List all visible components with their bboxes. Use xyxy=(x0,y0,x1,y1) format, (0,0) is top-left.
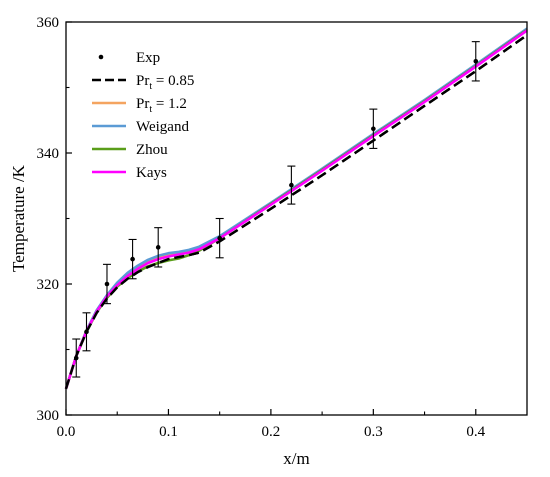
exp-point xyxy=(104,281,110,287)
series-layer xyxy=(64,27,528,390)
experiment-layer xyxy=(72,41,480,378)
exp-point xyxy=(155,245,161,250)
y-axis-title: Temperature /K xyxy=(9,164,28,272)
exp-point xyxy=(84,329,89,335)
legend-label-exp: Exp xyxy=(136,50,160,66)
exp-point xyxy=(217,235,222,241)
y-tick-label: 320 xyxy=(37,277,60,293)
legend-exp-marker xyxy=(98,54,104,60)
legend-label-0: Prt = 0.85 xyxy=(136,73,194,92)
x-tick-label: 0.3 xyxy=(364,424,383,440)
y-tick-label: 300 xyxy=(37,408,60,424)
legend-label-1: Prt = 1.2 xyxy=(136,96,187,115)
x-tick-label: 0.4 xyxy=(466,424,485,440)
x-tick-label: 0.2 xyxy=(262,424,281,440)
x-tick-label: 0.1 xyxy=(159,424,178,440)
y-tick-label: 340 xyxy=(37,146,60,162)
legend-label-4: Kays xyxy=(136,165,167,181)
x-tick-label: 0.0 xyxy=(57,424,76,440)
legend: Exp Prt = 0.85 Prt = 1.2 Weigand Zhou Kays xyxy=(92,50,194,181)
series-line-dashed-overlay xyxy=(64,34,528,390)
series-line-4 xyxy=(64,29,528,390)
ticks-layer: 0.0 0.1 0.2 0.3 0.4 300 320 340 360 xyxy=(37,15,486,440)
legend-label-3: Zhou xyxy=(136,142,168,158)
exp-point xyxy=(371,126,376,132)
legend-label-2: Weigand xyxy=(136,119,189,135)
exp-point xyxy=(289,182,294,188)
exp-point xyxy=(130,256,135,262)
exp-point xyxy=(473,59,479,64)
y-tick-label: 360 xyxy=(37,15,60,31)
exp-point xyxy=(73,355,79,361)
x-axis-title: x/m xyxy=(283,449,309,468)
